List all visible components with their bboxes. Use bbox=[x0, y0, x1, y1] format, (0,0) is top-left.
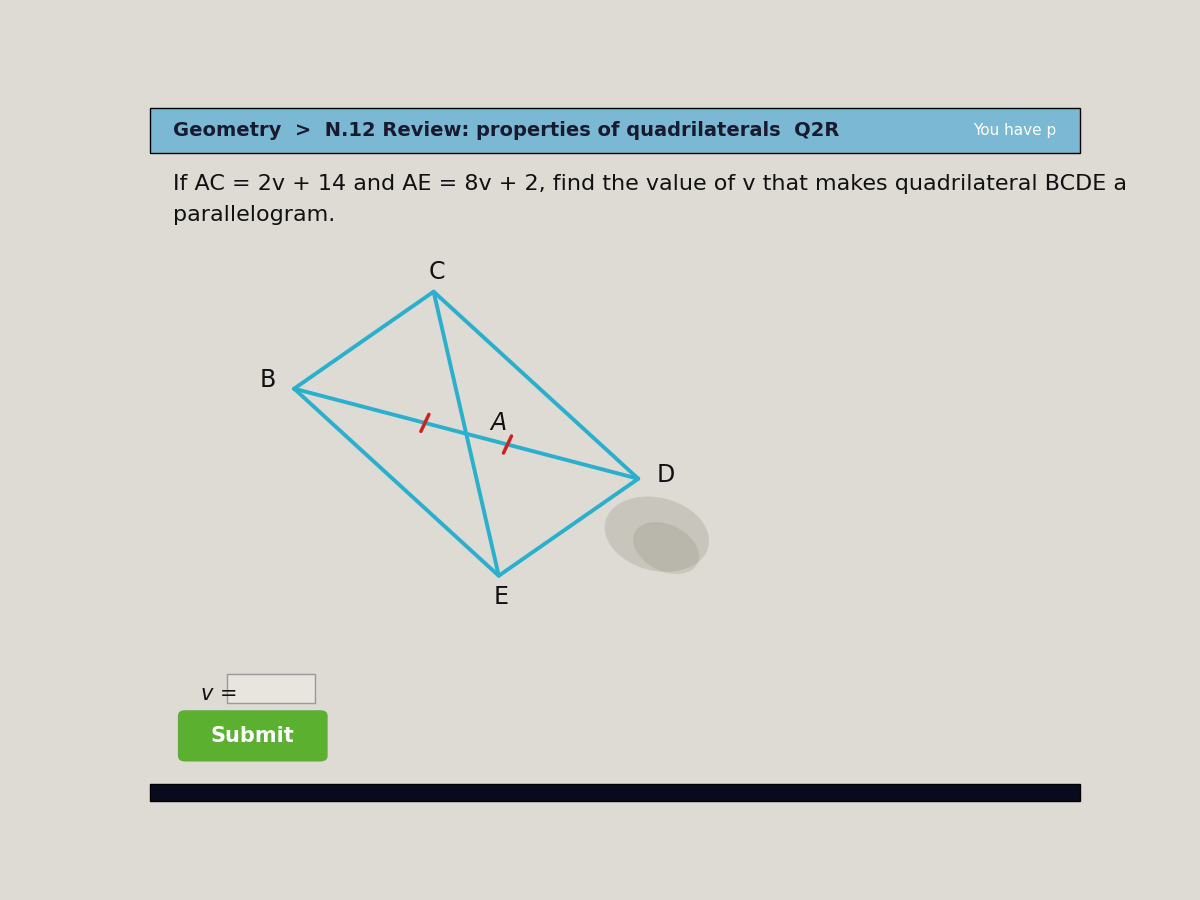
Text: D: D bbox=[658, 464, 676, 487]
Text: If AC = 2v + 14 and AE = 8v + 2, find the value of v that makes quadrilateral BC: If AC = 2v + 14 and AE = 8v + 2, find th… bbox=[173, 175, 1127, 194]
Ellipse shape bbox=[634, 522, 700, 574]
FancyBboxPatch shape bbox=[150, 784, 1080, 801]
Text: B: B bbox=[260, 368, 276, 392]
Text: E: E bbox=[494, 585, 509, 608]
Text: v =: v = bbox=[202, 684, 238, 704]
FancyBboxPatch shape bbox=[150, 108, 1080, 153]
Text: You have p: You have p bbox=[973, 122, 1057, 138]
Text: parallelogram.: parallelogram. bbox=[173, 205, 336, 225]
Text: A: A bbox=[491, 411, 506, 436]
Text: C: C bbox=[428, 260, 445, 284]
Text: Geometry  >  N.12 Review: properties of quadrilaterals  Q2R: Geometry > N.12 Review: properties of qu… bbox=[173, 121, 840, 140]
Text: Submit: Submit bbox=[211, 726, 295, 746]
Ellipse shape bbox=[605, 497, 709, 572]
FancyBboxPatch shape bbox=[227, 674, 314, 703]
FancyBboxPatch shape bbox=[178, 710, 328, 761]
